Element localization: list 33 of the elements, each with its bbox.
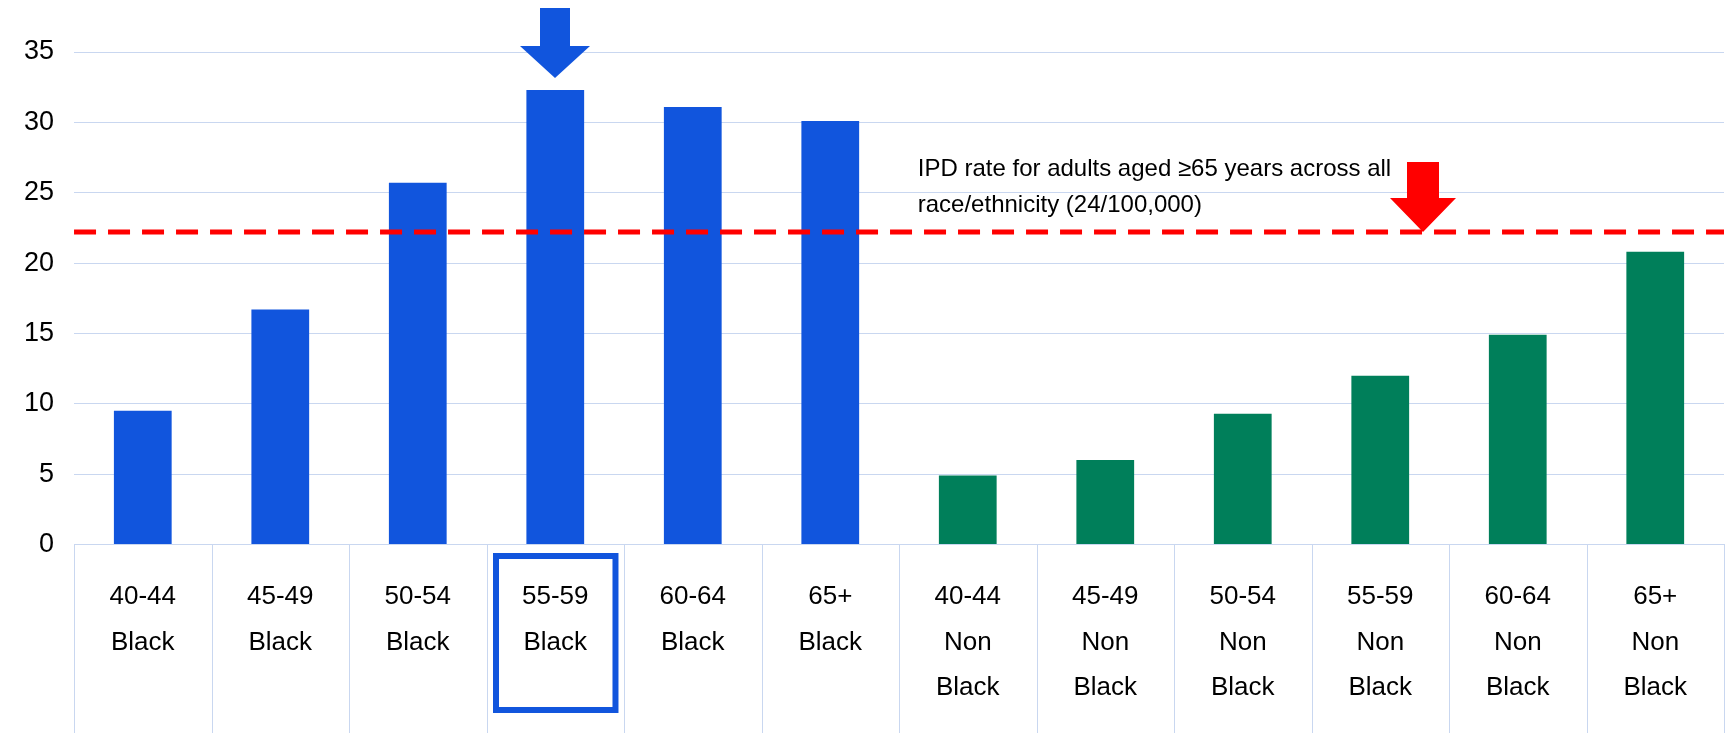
x-tick-label: 40-44 Black [109,580,177,656]
bar [526,89,585,544]
y-tick-label: 20 [23,246,55,277]
bar [388,182,447,544]
x-tick-label: 50-54 Black [384,580,452,656]
x-tick-label: 65+ Non Black [1623,580,1689,702]
x-tick-label: 60-64 Non Black [1484,580,1551,702]
x-tick-label: 40-44 Non Black [934,580,1002,702]
x-tick-label: 55-59 Non Black [1347,580,1414,702]
ref-line-label: IPD rate for adults aged ≥65 years across all race/ethnicity (24/100,000) [917,154,1392,218]
y-tick-label: 5 [39,457,55,488]
x-tick-label: 45-49 Black [247,580,314,656]
x-tick-label: 60-64 Black [659,580,727,656]
y-tick-label: 30 [23,105,55,136]
y-tick-label: 0 [39,527,55,558]
bar [663,106,722,544]
x-tick-label: 45-49 Non Black [1072,580,1139,702]
x-tick-label: 50-54 Non Black [1209,580,1277,702]
x-tick-label: 55-59 Black [522,580,589,656]
bar [801,120,860,544]
y-tick-label: 10 [23,387,55,418]
y-tick-label: 35 [23,35,55,66]
y-tick-label: 15 [23,316,55,347]
bar [1076,460,1135,544]
bar [1213,413,1272,544]
bar [1488,334,1547,544]
bar [113,410,172,544]
bar [938,475,997,544]
bar [1626,251,1685,544]
bar [251,309,310,544]
y-tick-label: 25 [23,176,55,207]
bar [1351,375,1410,544]
x-tick-label: 65+ Black [798,580,864,656]
